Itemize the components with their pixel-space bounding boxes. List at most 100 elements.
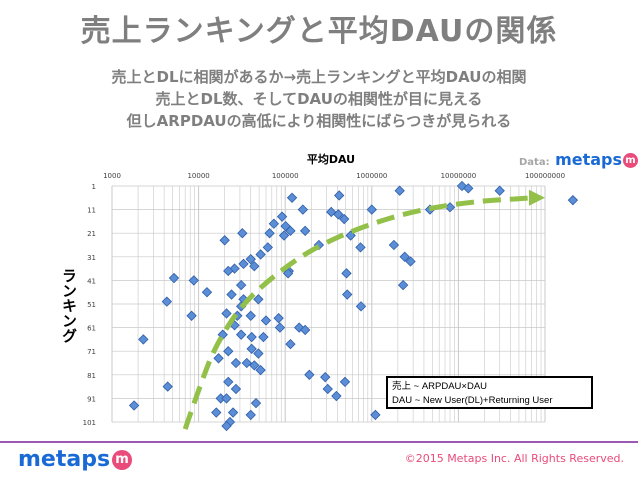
data-point (255, 364, 266, 376)
data-point (260, 315, 272, 326)
data-point (235, 329, 247, 340)
x-tick-label: 1000 (103, 172, 121, 180)
page-title: 売上ランキングと平均DAUの関係 (80, 14, 558, 49)
x-tick-label: 10000 (187, 172, 209, 180)
data-point (313, 239, 325, 251)
data-point (304, 369, 315, 380)
data-point (339, 376, 351, 388)
data-point (282, 268, 294, 279)
data-point (285, 225, 296, 237)
formula-box: 売上 ~ ARPDAU×DAU DAU ~ New User(DL)+Retur… (386, 376, 593, 409)
data-point (219, 235, 230, 246)
data-point (264, 228, 275, 239)
data-point (297, 204, 309, 215)
formula-line-1: 売上 ~ ARPDAU×DAU (392, 381, 488, 392)
x-tick-label: 10000000 (441, 172, 477, 180)
data-prefix: Data: (519, 157, 550, 168)
x-tick-label: 100000000 (525, 172, 565, 180)
data-point (345, 230, 356, 241)
y-tick-label: 81 (87, 372, 96, 380)
data-source-label: Data: metaps m (519, 150, 638, 169)
data-point (276, 211, 288, 222)
data-point (238, 258, 249, 270)
data-point (366, 204, 377, 215)
data-point (245, 253, 256, 265)
y-tick-label: 61 (87, 325, 96, 333)
data-point (246, 343, 257, 355)
data-point (399, 251, 410, 262)
data-point (299, 225, 311, 237)
data-point (162, 381, 173, 392)
data-point (226, 289, 237, 300)
footer-logo-text: metaps (18, 447, 111, 472)
subtitle-line-1: 売上とDLに相関があるか→売上ランキングと平均DAUの相関 (111, 68, 527, 86)
trend-arrowhead (529, 189, 545, 206)
data-point (494, 185, 505, 196)
data-point (397, 279, 409, 291)
data-point (221, 420, 232, 432)
data-point (355, 242, 366, 253)
y-tick-label: 21 (87, 230, 96, 238)
data-point (394, 185, 405, 196)
data-point (128, 400, 140, 411)
data-point (245, 310, 256, 321)
scatter-chart: 1000 10000 100000 1000000 10000000 100000000 1… (83, 152, 579, 432)
y-tick-label: 51 (87, 301, 96, 309)
data-source-logo-text: metaps (555, 150, 623, 169)
data-point (223, 376, 234, 388)
data-point (223, 265, 234, 277)
data-point (253, 294, 264, 305)
data-point (331, 390, 342, 402)
data-point (286, 192, 298, 203)
data-point (253, 348, 264, 359)
data-source-logo-mark: m (623, 153, 638, 168)
y-tick-label: 71 (87, 348, 96, 356)
data-point (245, 409, 256, 421)
data-point (320, 371, 331, 383)
data-point (186, 310, 197, 321)
copyright-text: ©2015 Metaps Inc. All Rights Reserved. (404, 452, 624, 465)
data-point (213, 353, 224, 364)
data-point (339, 213, 350, 225)
data-point (249, 360, 260, 371)
data-point (161, 296, 173, 307)
data-point (274, 322, 286, 333)
y-axis-label: ランキング (60, 268, 78, 343)
data-point (262, 242, 273, 253)
data-point (230, 383, 242, 395)
data-source-logo: metaps m (555, 150, 638, 169)
y-tick-label: 91 (87, 395, 96, 403)
data-point (299, 324, 311, 336)
y-tick-label: 11 (87, 207, 96, 215)
data-point (333, 209, 344, 220)
data-point (278, 230, 290, 241)
data-point (168, 272, 180, 284)
y-tick-label: 1 (92, 183, 96, 191)
data-point (250, 397, 262, 409)
data-point (370, 409, 381, 421)
data-point (294, 322, 305, 333)
data-point (342, 289, 353, 300)
y-tick-label: 41 (87, 277, 96, 285)
data-point (241, 357, 252, 369)
data-point (138, 334, 149, 345)
data-point (355, 301, 367, 312)
data-point (567, 194, 579, 206)
chart-axes: 1000 10000 100000 1000000 10000000 100000000 1… (83, 172, 565, 427)
data-point (285, 338, 296, 350)
data-point (229, 263, 240, 274)
data-point (334, 190, 345, 201)
data-point (235, 279, 247, 291)
data-point (258, 331, 269, 343)
chart-title: 平均DAU (307, 152, 355, 166)
footer-divider (0, 441, 638, 443)
data-point (211, 407, 222, 418)
y-tick-label: 101 (83, 419, 96, 427)
data-point (273, 312, 284, 324)
data-point (237, 228, 248, 239)
data-point (201, 287, 213, 298)
x-tick-label: 100000 (272, 172, 299, 180)
data-point (341, 268, 352, 279)
y-tick-label: 31 (87, 254, 96, 262)
data-point (322, 383, 333, 395)
